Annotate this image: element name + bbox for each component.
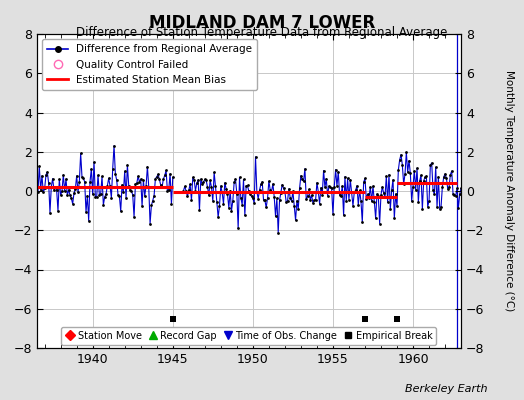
Legend: Station Move, Record Gap, Time of Obs. Change, Empirical Break: Station Move, Record Gap, Time of Obs. C…	[61, 327, 436, 345]
Text: Berkeley Earth: Berkeley Earth	[405, 384, 487, 394]
Text: MIDLAND DAM 7 LOWER: MIDLAND DAM 7 LOWER	[149, 14, 375, 32]
Text: Difference of Station Temperature Data from Regional Average: Difference of Station Temperature Data f…	[77, 26, 447, 39]
Y-axis label: Monthly Temperature Anomaly Difference (°C): Monthly Temperature Anomaly Difference (…	[504, 70, 514, 312]
